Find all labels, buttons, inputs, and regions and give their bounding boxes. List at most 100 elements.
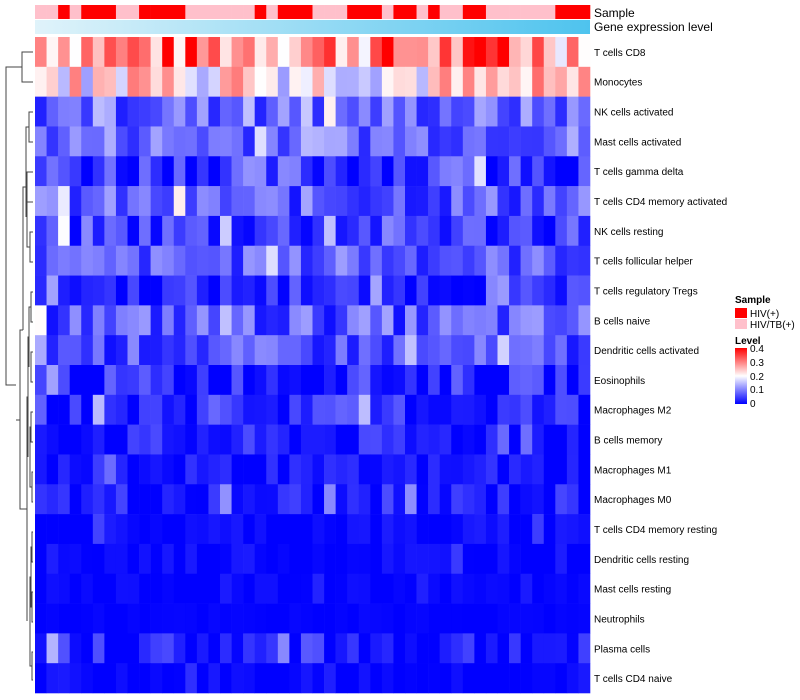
heatmap-cell [115, 156, 128, 187]
heatmap-cell [104, 424, 117, 455]
heatmap-cell [428, 275, 440, 306]
heatmap-cell [543, 633, 556, 664]
heatmap-cell [509, 96, 521, 127]
heatmap-cell [497, 633, 510, 664]
heatmap-cell [196, 245, 209, 276]
heatmap-cell [520, 603, 533, 634]
heatmap-cell [58, 603, 70, 634]
heatmap-cell [127, 215, 140, 247]
heatmap-cell [162, 126, 175, 157]
heatmap-cell [393, 305, 406, 336]
heatmap-cell [300, 663, 313, 694]
heatmap-cell [555, 305, 568, 336]
heatmap-cell [127, 633, 140, 664]
heatmap-cell [266, 365, 279, 396]
heatmap-cell [277, 663, 290, 694]
heatmap-cell [485, 633, 498, 664]
heatmap-cell [566, 663, 579, 694]
heatmap-cell [381, 394, 394, 425]
heatmap-cell [335, 275, 348, 306]
heatmap-cell [439, 543, 452, 575]
heatmap-cell [185, 484, 198, 515]
sample-annotation-cell [428, 5, 440, 19]
heatmap-cell [185, 215, 198, 247]
sample-annotation-cell [208, 5, 221, 19]
heatmap-cell [428, 633, 440, 664]
heatmap-cell [58, 514, 70, 545]
heatmap-cell [220, 543, 232, 575]
heatmap-cell [578, 484, 591, 515]
heatmap-cell [428, 96, 440, 127]
heatmap-cell [289, 245, 302, 276]
heatmap-cell [92, 633, 105, 664]
heatmap-cell [173, 365, 186, 396]
heatmap-cell [266, 126, 279, 157]
heatmap-cell [289, 603, 302, 634]
heatmap-cell [127, 514, 140, 545]
heatmap-cell [254, 394, 267, 425]
heatmap-cell [451, 603, 464, 634]
sample-annotation-cell [532, 5, 545, 19]
heatmap-cell [277, 394, 290, 425]
row-label: Macrophages M1 [594, 465, 672, 476]
heatmap-cell [474, 305, 487, 336]
heatmap-cell [347, 573, 360, 604]
heatmap-cell [543, 573, 556, 604]
heatmap-cell [416, 514, 429, 545]
row-label: Macrophages M2 [594, 406, 672, 417]
heatmap-cell [439, 275, 452, 306]
heatmap-cell [532, 603, 545, 634]
heatmap-cell [220, 514, 232, 545]
sample-annotation-cell [416, 5, 429, 19]
heatmap-cell [451, 305, 464, 336]
heatmap-cell [439, 66, 452, 97]
heatmap-cell [428, 305, 440, 336]
sample-annotation-cell [497, 5, 510, 19]
heatmap-cell [497, 66, 510, 97]
heatmap-cell [220, 335, 232, 366]
heatmap-cell [543, 156, 556, 187]
row-label: Dendritic cells activated [594, 346, 699, 357]
heatmap-cell [173, 126, 186, 157]
heatmap-cell [139, 275, 151, 306]
heatmap-cell [485, 126, 498, 157]
heatmap-cell [104, 156, 117, 187]
heatmap-cell [324, 305, 336, 336]
heatmap-cell [81, 245, 94, 276]
row-label: T cells follicular helper [594, 257, 693, 268]
heatmap-cell [520, 275, 533, 306]
heatmap-cell [416, 186, 429, 217]
heatmap-cell [497, 514, 510, 545]
heatmap-cell [578, 543, 591, 575]
heatmap-cell [566, 215, 579, 247]
heatmap-cell [416, 126, 429, 157]
heatmap-cell [92, 156, 105, 187]
heatmap-cell [69, 186, 82, 217]
heatmap-cell [312, 663, 325, 694]
row-label: Macrophages M0 [594, 495, 672, 506]
sample-annotation-cell [220, 5, 232, 19]
heatmap-cell [35, 126, 47, 157]
heatmap-cell [69, 215, 82, 247]
heatmap-cell [220, 215, 232, 247]
heatmap-cell [324, 514, 336, 545]
heatmap-cell [509, 543, 521, 575]
heatmap-cell [300, 514, 313, 545]
heatmap-cell [485, 454, 498, 485]
heatmap-cell [115, 96, 128, 127]
heatmap-cell [69, 96, 82, 127]
heatmap-cell [162, 275, 175, 306]
heatmap-cell [289, 365, 302, 396]
heatmap-cell [439, 305, 452, 336]
heatmap-cell [405, 275, 417, 306]
heatmap-cell [196, 424, 209, 455]
heatmap-cell [428, 365, 440, 396]
heatmap-cell [254, 275, 267, 306]
heatmap-cell [497, 365, 510, 396]
heatmap-cell [474, 573, 487, 604]
heatmap-cell [347, 633, 360, 664]
heatmap-cell [185, 424, 198, 455]
sample-annotation-cell [370, 5, 383, 19]
heatmap-cell [462, 603, 475, 634]
heatmap-cell [277, 633, 290, 664]
